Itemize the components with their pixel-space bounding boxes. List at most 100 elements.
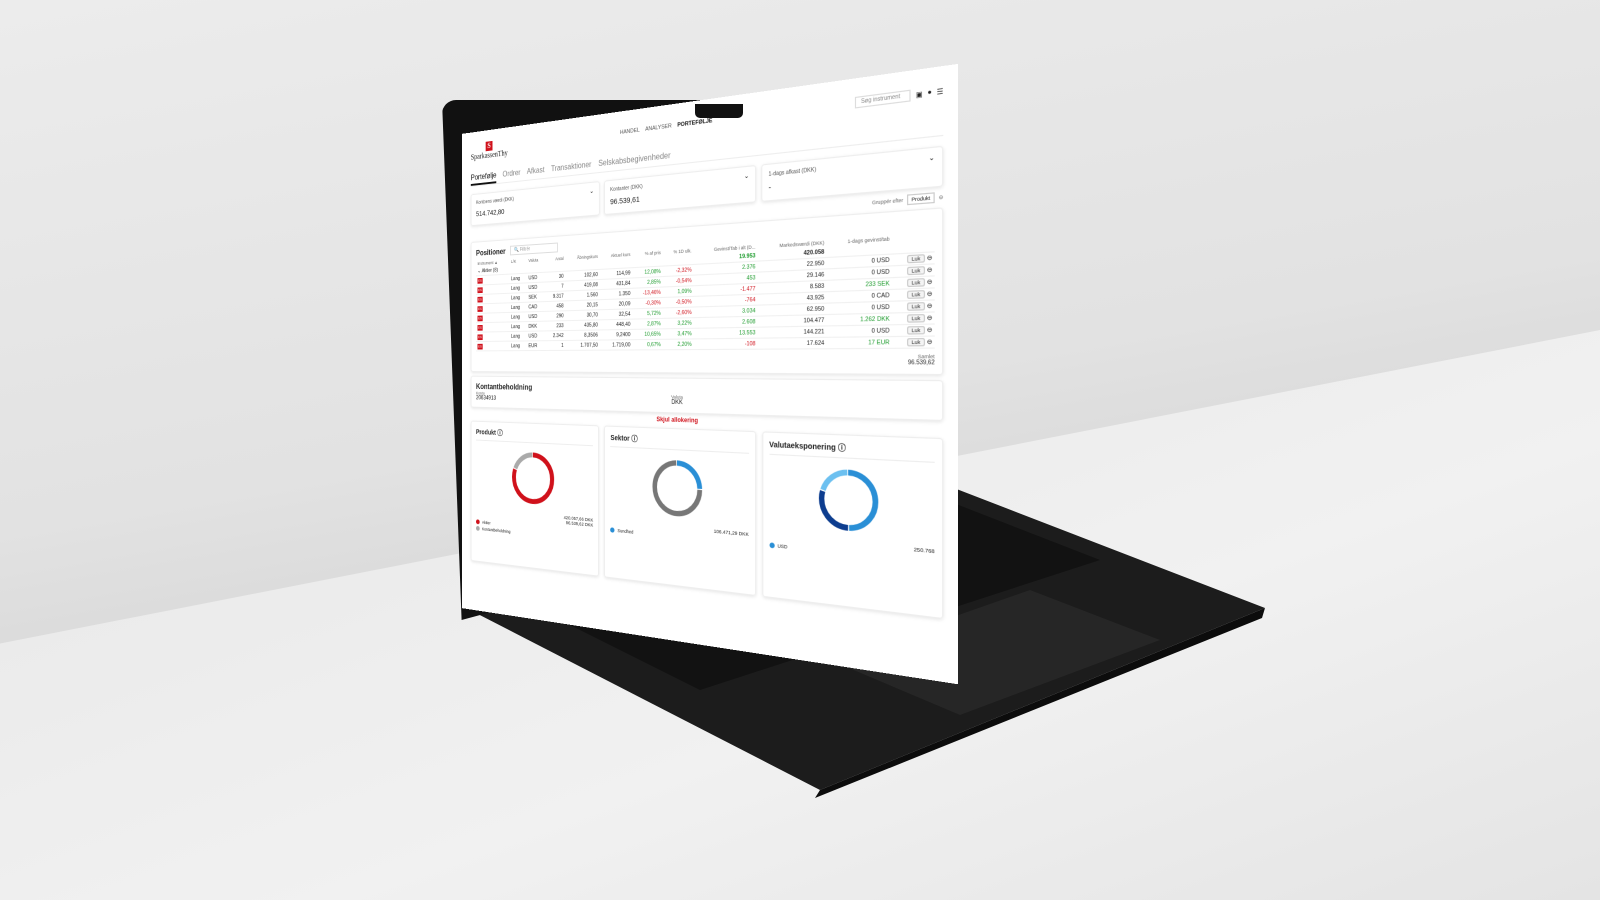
cell: 144.221 [757,325,827,339]
instrument-flag-icon: ES [477,286,483,293]
cell: DKK [526,321,546,332]
instrument-flag-icon: ES [477,324,483,331]
close-label: Luk [906,289,926,299]
logo: S SparkassenThy [470,140,508,162]
chevron-down-icon[interactable]: ⌄ [928,154,935,163]
nav-portefolje[interactable]: PORTEFØLJE [677,117,713,129]
close-label: Luk [906,313,926,323]
chart-sektor: Sektor ⓘ 106.471,29 DKK Sundhed [604,425,756,597]
cell: Lang [509,302,527,313]
instrument-flag-icon: ES [477,305,483,312]
close-position-button[interactable]: Luk ⊖ [891,324,935,337]
cell: 458 [545,300,566,312]
close-position-button[interactable]: Luk ⊖ [891,311,935,325]
cell: Lang [509,311,527,322]
chevron-down-icon[interactable]: ⌄ [589,188,594,196]
instrument-flag-icon: ES [477,277,483,284]
close-label: Luk [906,253,926,263]
filter-input[interactable]: 🔍 Filtrér [510,242,558,256]
close-label: Luk [906,265,926,275]
cell: 17 EUR [826,336,892,349]
cell: 290 [545,310,566,322]
close-position-button[interactable]: Luk ⊖ [891,336,935,349]
trackpad[interactable] [830,590,1160,715]
instrument-flag-icon: ES [477,333,483,340]
cell: 3,22% [662,317,694,329]
brand-name: SparkassenThy [470,147,508,162]
tab-selskabsbegivenheder[interactable]: Selskabsbegivenheder [598,150,671,169]
chart-title: Produkt [475,429,496,437]
cell: Lang [509,331,527,342]
donut-chart [509,448,557,510]
cell: 3,47% [662,328,694,340]
cell: 2.342 [545,330,566,341]
cell: 448,40 [599,319,633,330]
close-label: Luk [906,301,926,311]
instrument-cell[interactable]: ES [475,331,510,342]
cell: 8,3506 [565,329,600,341]
instrument-flag-icon: ES [477,296,483,303]
chart-title: Valutaeksponering [769,441,836,453]
instrument-cell[interactable]: ES [475,341,510,351]
instrument-flag-icon: ES [477,343,483,350]
chevron-down-icon[interactable]: ⌄ [743,173,750,181]
legend-label: Sundhed [617,527,634,535]
info-icon[interactable]: ⓘ [837,444,846,453]
cell: 2,87% [632,318,663,330]
menu-icon[interactable]: ☰ [936,88,944,97]
group-select[interactable]: Produkt [906,192,935,206]
tab-transaktioner[interactable]: Transaktioner [550,159,592,174]
cell: 0,67% [632,339,663,350]
group-label: Gruppér efter [871,197,904,206]
cell: 9,2400 [599,329,633,341]
cell: 13.553 [693,327,758,339]
cell: 10,65% [632,328,663,340]
cell: Lang [509,340,527,351]
donut-chart [815,464,882,538]
cell: 5,72% [632,307,663,320]
nav-handel[interactable]: HANDEL [619,127,640,137]
settings-icon[interactable]: ⊖ [938,193,944,200]
main-nav: HANDEL ANALYSER PORTEFØLJE [620,118,712,136]
nav-analyser[interactable]: ANALYSER [645,123,672,133]
cell: -108 [693,338,758,350]
positions-title: Positioner [475,246,506,258]
instrument-cell[interactable]: ES [475,321,510,333]
close-label: Luk [906,337,926,346]
cell: 435,80 [565,319,600,331]
group-label: Aktier (8) [481,267,498,274]
cell: 2,20% [662,338,694,350]
legend-dot-icon [475,525,480,531]
app-screen: S SparkassenThy HANDEL ANALYSER PORTEFØLJ… [462,63,959,685]
cart-icon[interactable]: ▣ [915,91,923,100]
cell: 233 [545,320,566,331]
info-icon[interactable]: ⓘ [497,430,503,438]
cell: EUR [526,340,546,351]
tab-ordrer[interactable]: Ordrer [502,168,521,179]
card-account-value[interactable]: Kontoens værdi (DKK) 514.742,80 ⌄ [470,181,600,227]
camera-notch [695,104,743,118]
instrument-flag-icon: ES [477,315,483,321]
cell: 1 [545,340,566,351]
info-icon[interactable]: ⓘ [631,435,638,444]
cell: -2,60% [662,307,694,319]
tab-afkast[interactable]: Afkast [526,165,545,176]
legend-label: Kontantbeholdning [481,526,511,535]
cell: CAD [526,301,546,312]
legend-dot-icon [475,519,480,525]
cell: 1.719,00 [599,339,633,351]
total-value: 96.539,62 [907,359,935,367]
notification-icon[interactable]: ● [927,89,932,97]
chart-produkt: Produkt ⓘ 420.057,66 DKK 96.539,62 DKK Akti… [470,420,600,577]
search-input[interactable]: Søg instrument [855,89,911,109]
chart-title: Sektor [610,434,630,443]
cell: USD [526,330,546,341]
close-position-button[interactable]: Luk ⊖ [891,299,935,313]
filter-placeholder: Filtrér [520,246,531,253]
donut-chart [649,455,705,522]
cell: 1.707,50 [565,340,600,351]
legend-dot-icon [610,527,615,533]
close-label: Luk [906,277,926,287]
tab-portefolje[interactable]: Portefølje [470,170,497,186]
card-cash[interactable]: Kontanter (DKK) 96.539,61 ⌄ [604,164,757,216]
